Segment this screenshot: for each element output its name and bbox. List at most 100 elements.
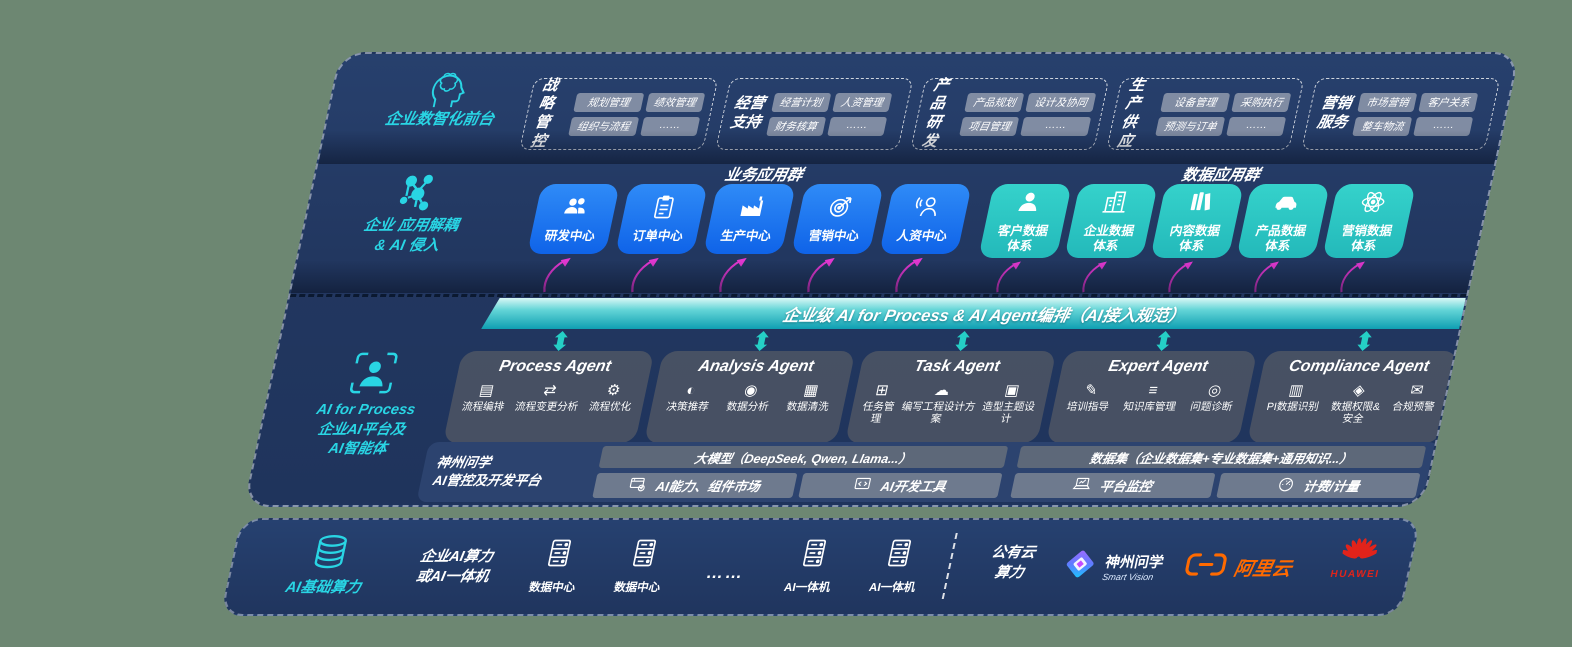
agent-item-label: 决策推荐 — [665, 401, 710, 413]
updown-arrow-icon — [748, 331, 774, 351]
vendor-alibaba-cloud: 阿里云 — [1181, 551, 1295, 583]
data-app-cell: 内容数据 体系 — [1150, 184, 1244, 293]
platform-tool-label: AI开发工具 — [879, 479, 948, 494]
agent-box: Process Agent ▤ 流程编排 ⇄ 流程变更分析 ⚙ 流程优化 — [442, 351, 655, 443]
shenzhou-diamond-icon — [1058, 547, 1100, 586]
front-group-tag: …… — [1020, 116, 1092, 136]
agent-items: ✎ 培训指导 ≡ 知识库管理 ◎ 问题诊断 — [1052, 382, 1250, 413]
data-app-card: 营销数据 体系 — [1322, 184, 1416, 258]
training-icon: ✎ — [1083, 382, 1100, 399]
agent-item-label: 问题诊断 — [1189, 401, 1234, 413]
vertical-divider — [941, 533, 958, 599]
business-app-card: 订单中心 — [615, 184, 708, 254]
diagnosis-icon: ◎ — [1206, 382, 1224, 399]
front-group-tag: …… — [1413, 116, 1474, 136]
agent-items: ▤ 流程编排 ⇄ 流程变更分析 ⚙ 流程优化 — [449, 382, 647, 413]
magenta-connector-icon — [719, 257, 747, 293]
vendor-name: HUAWEI — [1329, 569, 1381, 580]
agent-item-label: 流程优化 — [587, 401, 633, 413]
agent-item: ◈ 数据权限& 安全 — [1327, 382, 1385, 426]
database-icon — [307, 533, 354, 576]
business-app-label: 订单中心 — [631, 229, 685, 244]
building-icon — [1098, 189, 1131, 220]
main-panel: 企业数智化前台 战略 管控 规划管理 绩效管理 组织与流程…… 经营 支持 经营计划… — [243, 52, 1521, 507]
agent-item-label: PI数据识别 — [1265, 401, 1320, 413]
front-groups: 战略 管控 规划管理 绩效管理 组织与流程…… 经营 支持 经营计划 人资管理 财务核算… — [519, 76, 1501, 150]
agent-title: Compliance Agent — [1287, 358, 1431, 375]
business-app-card: 营销中心 — [791, 184, 884, 254]
agent-title: Process Agent — [497, 358, 613, 375]
agent-item-label: 合规预警 — [1391, 401, 1436, 413]
front-group: 战略 管控 规划管理 绩效管理 组织与流程…… — [519, 77, 719, 150]
server-icon — [795, 537, 833, 574]
architecture-diagram: 企业数智化前台 战略 管控 规划管理 绩效管理 组织与流程…… 经营 支持 经营计划… — [220, 52, 1521, 617]
compute-node-label: …… — [704, 562, 747, 582]
updown-arrow-icon — [1351, 331, 1377, 351]
front-group-tags: 产品规划 设计及协同 项目管理…… — [959, 92, 1097, 136]
business-app-label: 生产中心 — [719, 229, 773, 244]
front-group: 经营 支持 经营计划 人资管理 财务核算…… — [714, 78, 914, 150]
business-group-title: 业务应用群 — [723, 167, 805, 184]
front-group-tag: 整车物流 — [1352, 116, 1413, 136]
front-layer-label: 企业数智化前台 — [353, 64, 535, 131]
compute-node: AI一体机 — [851, 537, 943, 595]
compliance-alert-icon: ✉ — [1408, 382, 1425, 399]
front-group-tag: …… — [826, 116, 887, 136]
target-icon — [823, 194, 856, 225]
agent-title: Expert Agent — [1106, 358, 1210, 375]
data-app-cell: 产品数据 体系 — [1236, 184, 1330, 293]
business-app-label: 营销中心 — [807, 229, 861, 244]
business-app-cell: 营销中心 — [791, 184, 884, 293]
front-group-tag: 设计及协同 — [1025, 92, 1097, 112]
agent-items: ◐ 决策推荐 ◉ 数据分析 ▦ 数据清洗 — [650, 382, 848, 413]
agent-title: Analysis Agent — [696, 358, 816, 375]
vendor-subtitle: Smart Vision — [1101, 572, 1155, 582]
molecule-icon — [391, 172, 444, 216]
compute-node: 数据中心 — [596, 537, 688, 595]
agent-item: ◉ 数据分析 — [725, 382, 773, 413]
vendor-shenzhou: 神州问学 Smart Vision — [1058, 547, 1166, 586]
business-app-card: 研发中心 — [527, 184, 620, 254]
agent-box: Compliance Agent ▥ PI数据识别 ◈ 数据权限& 安全 ✉ — [1246, 351, 1459, 443]
compute-node-label: AI一体机 — [782, 582, 832, 594]
dataset-group: 数据集（企业数据集+专业数据集+通用知识...） 平台监控 计费/计量 — [1010, 446, 1427, 498]
agent-item: ⇄ 流程变更分析 — [514, 382, 583, 413]
dataset-tools: 平台监控 计费/计量 — [1010, 473, 1421, 498]
front-group-name: 产品 研发 — [920, 76, 951, 150]
front-group-tags: 经营计划 人资管理 财务核算…… — [765, 92, 893, 136]
magenta-connector-icon — [807, 257, 835, 293]
business-app-card: 人资中心 — [879, 184, 972, 254]
business-app-cell: 生产中心 — [703, 184, 796, 293]
updown-arrow-icon — [547, 331, 573, 351]
knowledge-base-icon: ≡ — [1146, 382, 1160, 399]
books-icon — [1184, 189, 1217, 220]
agent-box: Expert Agent ✎ 培训指导 ≡ 知识库管理 ◎ 问题诊断 — [1045, 351, 1258, 443]
vendor-name: 神州问学 — [1103, 555, 1166, 571]
front-group-tag: …… — [1226, 116, 1287, 136]
agent-item: ✉ 合规预警 — [1388, 382, 1439, 425]
change-analysis-icon: ⇄ — [541, 382, 559, 399]
front-group-tag: 客户关系 — [1418, 92, 1479, 112]
business-app-label: 研发中心 — [543, 229, 597, 244]
data-analysis-icon: ◉ — [742, 382, 760, 399]
agent-item-label: 任务管理 — [861, 401, 896, 426]
business-app-cell: 订单中心 — [615, 184, 708, 293]
front-group-tag: 市场营销 — [1357, 92, 1418, 112]
agent-box: Task Agent ⊞ 任务管理 ☁ 编写工程设计方案 ▣ 造型主题设计 — [844, 351, 1057, 443]
compute-layer-label: AI基础算力 — [260, 533, 396, 597]
agent-item-label: 数据权限& 安全 — [1329, 401, 1382, 426]
optimize-icon: ⚙ — [605, 382, 623, 399]
compute-node: AI一体机 — [766, 537, 858, 595]
car-icon — [1270, 189, 1303, 220]
agent-item: ◐ 决策推荐 — [665, 382, 713, 413]
agent-item: ⚙ 流程优化 — [587, 382, 636, 413]
data-app-cell: 营销数据 体系 — [1322, 184, 1416, 293]
public-cloud-label: 公有云 算力 — [990, 545, 1037, 581]
compute-node: 数据中心 — [511, 537, 603, 595]
updown-arrow-icon — [949, 331, 975, 351]
data-clean-icon: ▦ — [802, 382, 820, 399]
agent-boxes: Process Agent ▤ 流程编排 ⇄ 流程变更分析 ⚙ 流程优化 — [442, 351, 1459, 443]
data-group-title: 数据应用群 — [1180, 167, 1262, 184]
compute-node: …… — [681, 537, 773, 595]
person-icon — [1012, 189, 1045, 220]
